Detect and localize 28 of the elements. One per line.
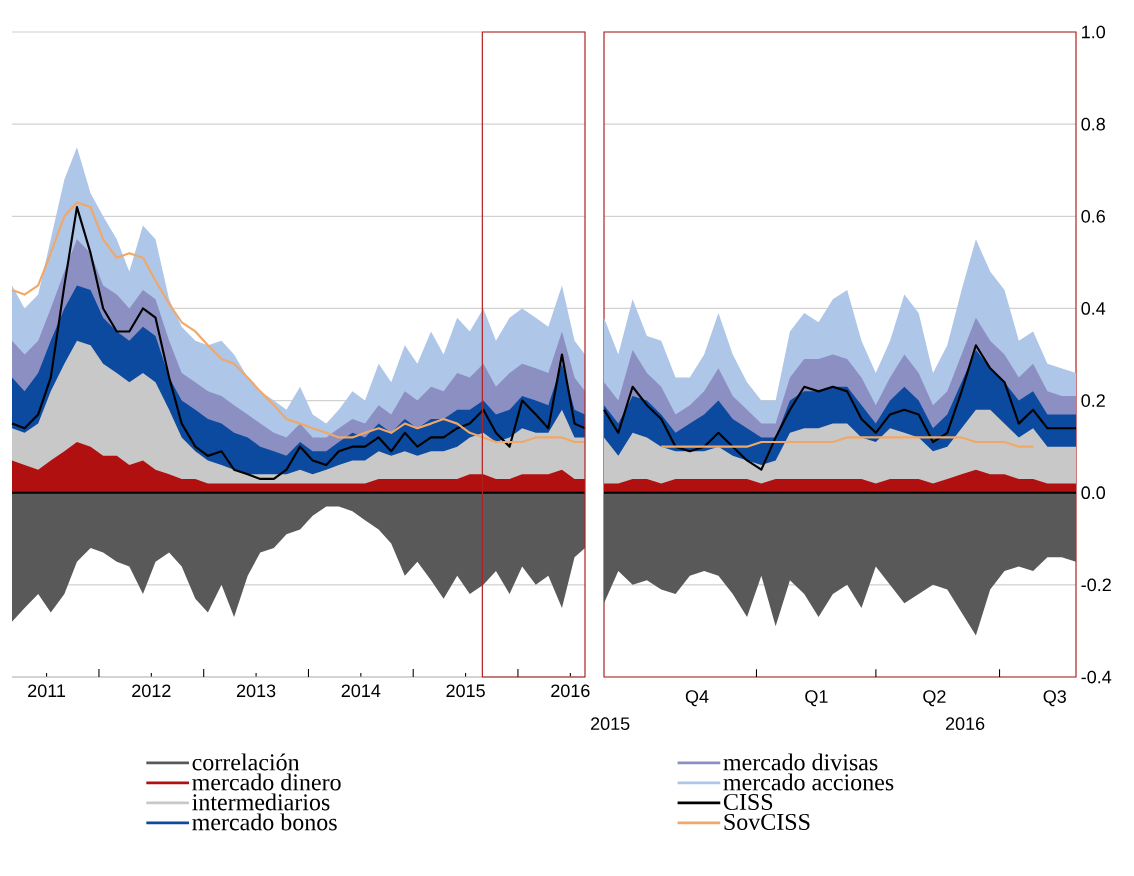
x-tick-label: 2013	[236, 684, 276, 698]
y-tick-label: 1.0	[1082, 25, 1106, 39]
y-tick-label: -0.2	[1081, 578, 1111, 592]
text: Q2	[923, 690, 946, 707]
text: Q1	[805, 690, 828, 707]
legend-label: correlación	[192, 753, 300, 771]
legend-label: mercado divisas	[723, 753, 878, 771]
x-tick-label: 2016	[551, 684, 590, 698]
x-tick-label: 2011	[28, 684, 66, 698]
text: Q3	[1043, 690, 1066, 707]
y-tick-label: 0.2	[1081, 394, 1105, 407]
legend-label: SovCISS	[724, 813, 810, 831]
x-tick-label: 2014	[341, 684, 381, 698]
x-tick-label: 2012	[132, 684, 171, 698]
text: Q4	[685, 690, 709, 707]
y-tick-label: 0.6	[1081, 209, 1105, 223]
y-tick-label: 0.4	[1081, 302, 1106, 315]
x-tick-label: 2015	[446, 684, 485, 698]
legend-label: mercado acciones	[723, 773, 894, 791]
y-tick-label: -0.4	[1081, 670, 1112, 684]
legend-label: mercado bonos	[192, 813, 337, 831]
y-tick-label: 0.8	[1081, 117, 1105, 131]
legend-label: CISS	[723, 793, 773, 811]
legend-label: mercado dinero	[192, 773, 341, 791]
text: 2015	[591, 717, 630, 730]
text: 2016	[945, 717, 985, 730]
legend-label: intermediarios	[192, 793, 330, 811]
y-tick-label: 0.0	[1081, 486, 1106, 500]
